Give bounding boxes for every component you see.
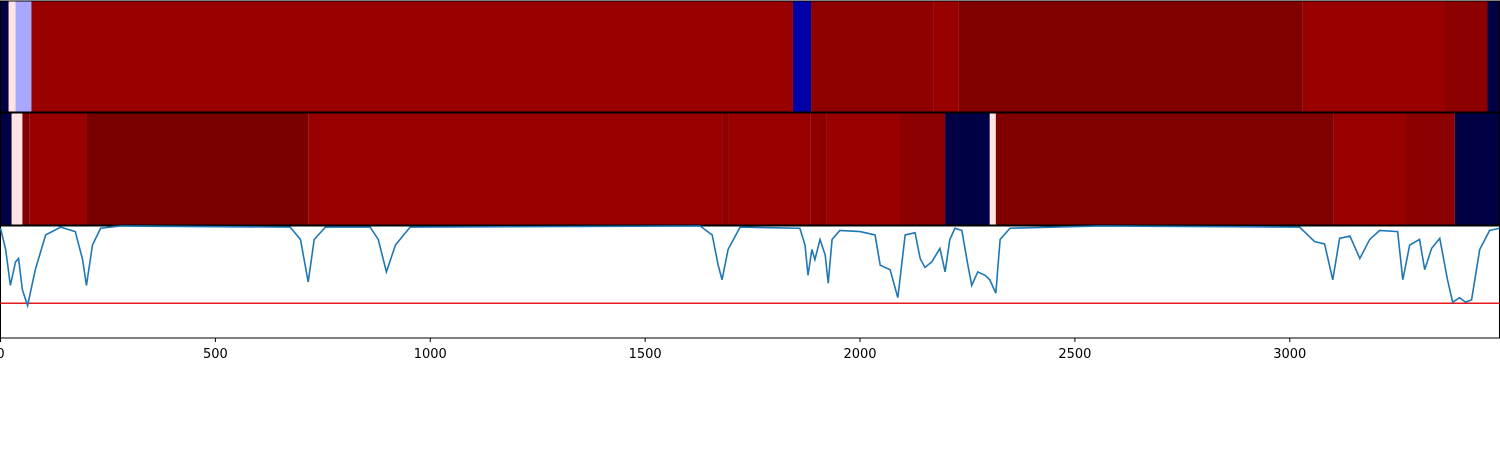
- strip-segment: [989, 113, 996, 225]
- panel-frame: [0, 225, 1500, 339]
- x-tick-label: 500: [203, 347, 228, 362]
- x-tick-label: 2500: [1058, 347, 1091, 362]
- x-tick-label: 0: [0, 347, 5, 362]
- strip-segment: [945, 113, 990, 225]
- strip-segment: [1333, 113, 1405, 225]
- x-tick-label: 3000: [1273, 347, 1306, 362]
- strip-segment: [8, 1, 16, 112]
- strip-segment: [31, 1, 793, 112]
- strip-segment: [1487, 1, 1500, 112]
- strip-segment: [308, 113, 723, 225]
- x-tick-label: 2000: [843, 347, 876, 362]
- strip-segment: [1444, 1, 1488, 112]
- strip-segment: [22, 113, 30, 225]
- strip-segment: [15, 1, 32, 112]
- strip-segment: [1454, 113, 1500, 225]
- strip-segment: [995, 113, 1334, 225]
- strip-segment: [29, 113, 87, 225]
- strip-segment: [1302, 1, 1445, 112]
- strip-segment: [933, 1, 959, 112]
- strip-segment: [0, 1, 9, 112]
- strip-segment: [722, 113, 729, 225]
- strip-segment: [1404, 113, 1455, 225]
- strip-segment: [810, 113, 827, 225]
- data-line: [0, 225, 1500, 309]
- strip-segment: [899, 113, 946, 225]
- strip-segment: [0, 113, 12, 225]
- strip-segment: [86, 113, 309, 225]
- strip-segment: [958, 1, 1303, 112]
- strip-segment: [792, 1, 812, 112]
- x-tick-label: 1000: [414, 347, 447, 362]
- strip-segment: [11, 113, 23, 225]
- strip-segment: [826, 113, 900, 225]
- strip-segment: [728, 113, 811, 225]
- strip-segment: [811, 1, 934, 112]
- x-tick-label: 1500: [629, 347, 662, 362]
